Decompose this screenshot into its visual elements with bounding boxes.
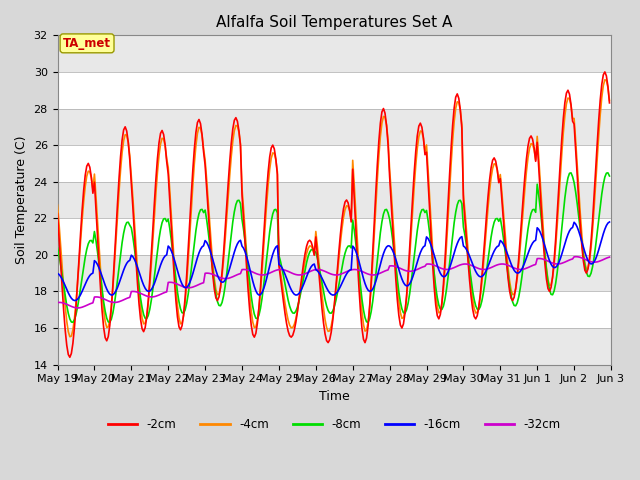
- Bar: [58, 181, 611, 218]
- Bar: [58, 328, 611, 365]
- X-axis label: Time: Time: [319, 390, 349, 403]
- Bar: [58, 255, 611, 291]
- Bar: [58, 36, 611, 72]
- Y-axis label: Soil Temperature (C): Soil Temperature (C): [15, 136, 28, 264]
- Text: TA_met: TA_met: [63, 37, 111, 50]
- Legend: -2cm, -4cm, -8cm, -16cm, -32cm: -2cm, -4cm, -8cm, -16cm, -32cm: [103, 413, 565, 436]
- Bar: [58, 108, 611, 145]
- Title: Alfalfa Soil Temperatures Set A: Alfalfa Soil Temperatures Set A: [216, 15, 452, 30]
